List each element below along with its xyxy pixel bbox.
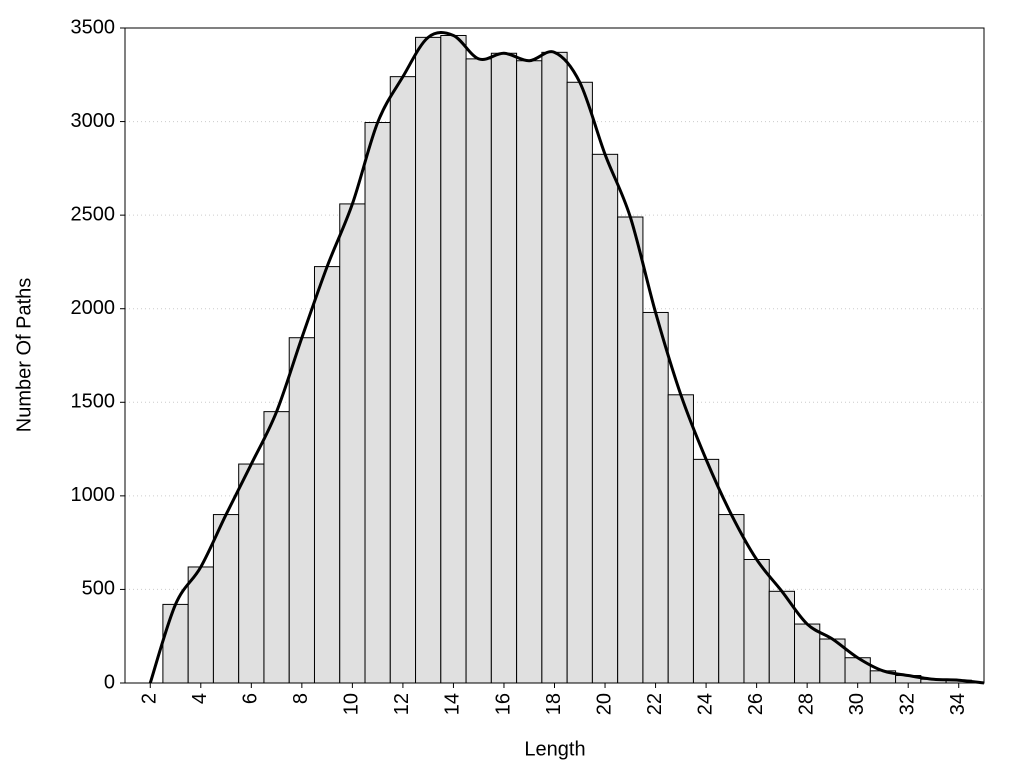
- y-axis-label: Number Of Paths: [13, 278, 35, 433]
- x-tick-label: 14: [442, 693, 464, 715]
- y-tick-label: 1500: [71, 391, 116, 413]
- y-tick-label: 3000: [71, 110, 116, 132]
- y-tick-label: 1000: [71, 484, 116, 506]
- x-tick-label: 26: [745, 693, 767, 715]
- x-tick-label: 22: [644, 693, 666, 715]
- bar: [718, 514, 745, 684]
- bar: [389, 76, 417, 684]
- bar: [794, 623, 821, 684]
- bar: [490, 52, 518, 684]
- x-tick-label: 12: [391, 693, 413, 715]
- x-tick-label: 20: [593, 693, 615, 715]
- bar: [415, 36, 442, 684]
- x-tick-label: 2: [139, 693, 161, 704]
- bar: [465, 58, 492, 684]
- x-tick-label: 10: [341, 693, 363, 715]
- bar: [212, 514, 240, 684]
- x-tick-label: 18: [543, 693, 565, 715]
- bar: [743, 558, 770, 684]
- y-tick-label: 3500: [71, 16, 116, 38]
- y-tick-label: 2500: [71, 203, 116, 225]
- bar: [516, 60, 543, 684]
- x-tick-label: 28: [795, 693, 817, 715]
- curve: [148, 31, 985, 685]
- x-tick-label: 34: [947, 693, 969, 715]
- y-tick-label: 2000: [71, 297, 116, 319]
- bar: [263, 411, 290, 684]
- y-tick-label: 0: [104, 671, 115, 693]
- bar: [313, 266, 341, 684]
- bar: [541, 51, 568, 684]
- bar: [591, 153, 619, 684]
- bar: [642, 311, 669, 684]
- bar: [238, 463, 265, 684]
- bar: [162, 603, 189, 684]
- bar: [617, 216, 644, 684]
- bar: [667, 394, 694, 684]
- x-tick-label: 24: [694, 693, 716, 715]
- bar: [364, 122, 391, 684]
- bar: [339, 203, 366, 684]
- x-tick-label: 4: [189, 693, 211, 704]
- bar: [440, 34, 467, 684]
- y-tick-label: 500: [82, 578, 115, 600]
- bar: [187, 566, 214, 684]
- x-tick-label: 32: [896, 693, 918, 715]
- x-tick-label: 8: [290, 693, 312, 704]
- bar: [768, 590, 796, 684]
- x-axis-label: Length: [524, 738, 585, 760]
- bar: [288, 337, 315, 684]
- x-tick-label: 6: [240, 693, 262, 704]
- x-tick-label: 30: [846, 693, 868, 715]
- bar: [566, 81, 593, 684]
- bar: [692, 458, 720, 684]
- x-tick-label: 16: [492, 693, 514, 715]
